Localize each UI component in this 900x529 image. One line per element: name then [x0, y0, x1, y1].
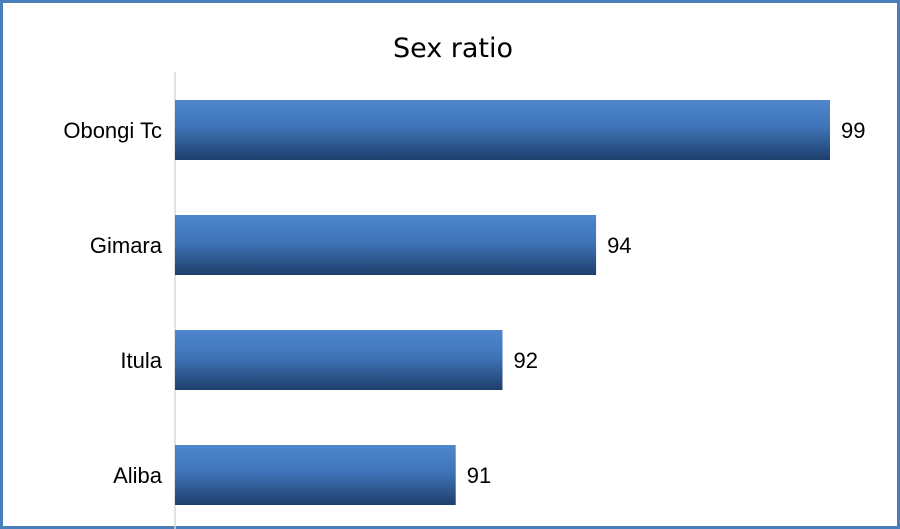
- category-label: Obongi Tc: [63, 118, 162, 143]
- bar-gimara: [175, 215, 597, 275]
- data-label: 94: [607, 233, 631, 258]
- bar-itula: [175, 330, 503, 390]
- bar-aliba: [175, 445, 456, 505]
- bar-obongi-tc: [175, 100, 830, 160]
- chart-title: Sex ratio: [392, 33, 514, 64]
- data-label: 99: [841, 118, 865, 143]
- category-label: Aliba: [113, 463, 163, 488]
- data-label: 92: [514, 348, 538, 373]
- category-label: Itula: [120, 348, 162, 373]
- data-label: 91: [467, 463, 491, 488]
- category-label: Gimara: [90, 233, 163, 258]
- bars-group: Obongi Tc 99 Gimara 94 Itula 92 Aliba 91: [63, 100, 865, 505]
